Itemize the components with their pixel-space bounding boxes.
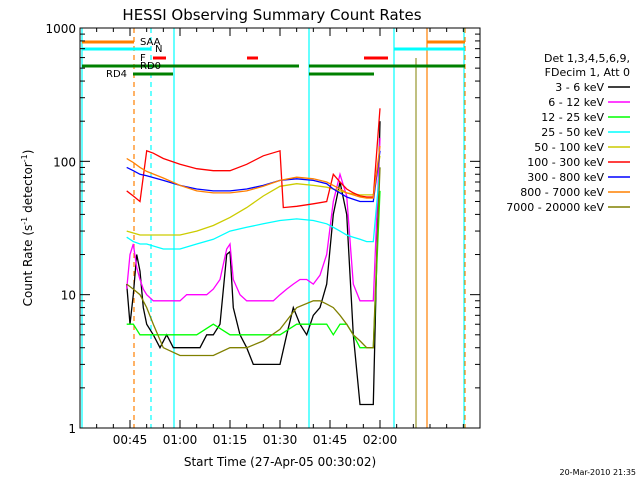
x-tick-label-5: 02:00 bbox=[363, 433, 398, 447]
series-line-2 bbox=[126, 190, 381, 349]
plot-frame bbox=[79, 27, 481, 429]
legend-label-5: 100 - 300 keV bbox=[527, 156, 604, 169]
state-bar-label-2: F bbox=[140, 53, 146, 64]
legend-label-0: 3 - 6 keV bbox=[555, 81, 604, 94]
x-axis-ticks: 00:45 01:00 01:15 01:30 01:45 02:00 bbox=[79, 28, 481, 447]
legend: 3 - 6 keV 6 - 12 keV 12 - 25 keV 25 - 50 ke… bbox=[506, 81, 630, 214]
legend-label-8: 7000 - 20000 keV bbox=[506, 201, 604, 214]
series-line-3 bbox=[126, 167, 381, 250]
series-line-8 bbox=[126, 167, 381, 357]
legend-label-1: 6 - 12 keV bbox=[548, 96, 604, 109]
x-axis-label: Start Time (27-Apr-05 00:30:02) bbox=[184, 455, 376, 469]
state-bar-label-3: RD0 bbox=[140, 61, 161, 72]
x-tick-label-0: 00:45 bbox=[113, 433, 148, 447]
y-tick-label-2: 100 bbox=[53, 155, 76, 169]
y-axis-label: Count Rate (s-1 detector-1) bbox=[20, 150, 35, 307]
legend-label-2: 12 - 25 keV bbox=[541, 111, 604, 124]
x-tick-label-2: 01:15 bbox=[213, 433, 248, 447]
y-tick-label-3: 1000 bbox=[45, 22, 76, 36]
x-tick-label-4: 01:45 bbox=[313, 433, 348, 447]
legend-header-2: FDecim 1, Att 0 bbox=[545, 66, 630, 79]
x-tick-label-3: 01:30 bbox=[263, 433, 298, 447]
y-tick-label-1: 10 bbox=[61, 289, 76, 303]
plot-area bbox=[81, 28, 466, 428]
x-tick-label-1: 01:00 bbox=[163, 433, 198, 447]
state-bar-label-1: N bbox=[155, 44, 162, 55]
legend-label-3: 25 - 50 keV bbox=[541, 126, 604, 139]
series-line-7 bbox=[126, 146, 381, 199]
y-axis-label-sup2: -1 bbox=[20, 154, 29, 162]
y-axis-label-mid: detector bbox=[21, 162, 35, 217]
state-bar-label-0: SAA bbox=[140, 37, 161, 48]
y-axis-label-end: ) bbox=[21, 150, 35, 155]
legend-label-7: 800 - 7000 keV bbox=[520, 186, 604, 199]
footer-timestamp: 20-Mar-2010 21:35 bbox=[560, 468, 637, 477]
series-lines bbox=[126, 108, 381, 406]
legend-label-6: 300 - 800 keV bbox=[527, 171, 604, 184]
legend-header-1: Det 1,3,4,5,6,9, bbox=[544, 52, 630, 65]
series-line-5 bbox=[126, 108, 381, 209]
legend-label-4: 50 - 100 keV bbox=[534, 141, 604, 154]
y-axis-label-main: Count Rate (s bbox=[21, 225, 35, 307]
series-line-4 bbox=[126, 155, 381, 236]
state-bar-label-4: RD4 bbox=[106, 69, 127, 80]
y-axis-label-sup1: -1 bbox=[20, 217, 29, 225]
series-line-1 bbox=[126, 137, 381, 302]
y-axis-ticks: 1 10 100 1000 bbox=[45, 22, 480, 436]
series-line-0 bbox=[126, 121, 381, 406]
chart-title: HESSI Observing Summary Count Rates bbox=[122, 6, 421, 24]
y-tick-label-0: 1 bbox=[68, 422, 76, 436]
